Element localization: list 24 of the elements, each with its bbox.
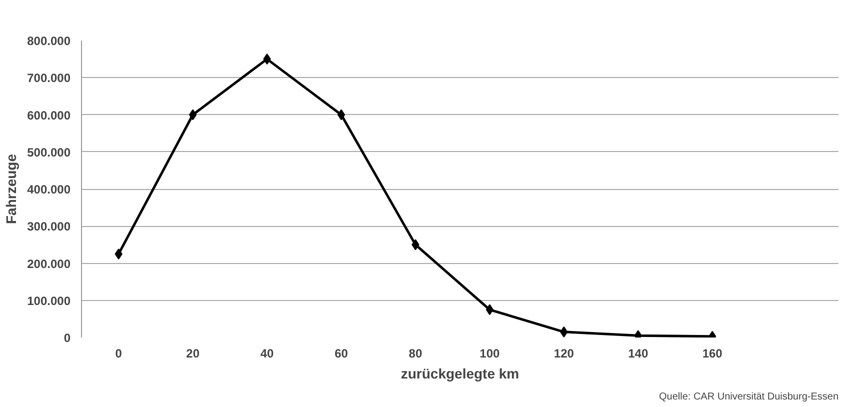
source-note: Quelle: CAR Universität Duisburg-Essen [658,392,839,402]
x-axis-title: zurückgelegte km [400,366,520,382]
y-tick-label: 400.000 [27,182,71,196]
x-tick-label: 160 [702,346,723,360]
x-tick-label: 20 [186,346,200,360]
x-tick-label: 140 [628,346,648,360]
y-axis-title: Fahrzeuge [3,154,20,224]
y-tick-label: 200.000 [27,256,71,271]
point [337,109,346,120]
x-tick-label: 0 [115,346,122,360]
y-tick-label: 500.000 [27,145,71,160]
x-tick-label: 40 [260,346,274,360]
y-tick-label: 300.000 [27,220,71,234]
x-tick-label: 80 [408,346,422,360]
y-tick-label: 600.000 [27,108,71,122]
x-tick-label: 60 [334,346,348,360]
y-tick-label: 100.000 [27,294,71,308]
x-tick-label: 100 [480,346,500,360]
point [486,304,494,316]
y-tick-label: 700.000 [27,71,71,86]
y-tick-label: 0 [64,331,71,345]
point [188,109,197,120]
x-tick-label: 120 [554,346,574,360]
y-tick-label: 800.000 [27,34,71,48]
